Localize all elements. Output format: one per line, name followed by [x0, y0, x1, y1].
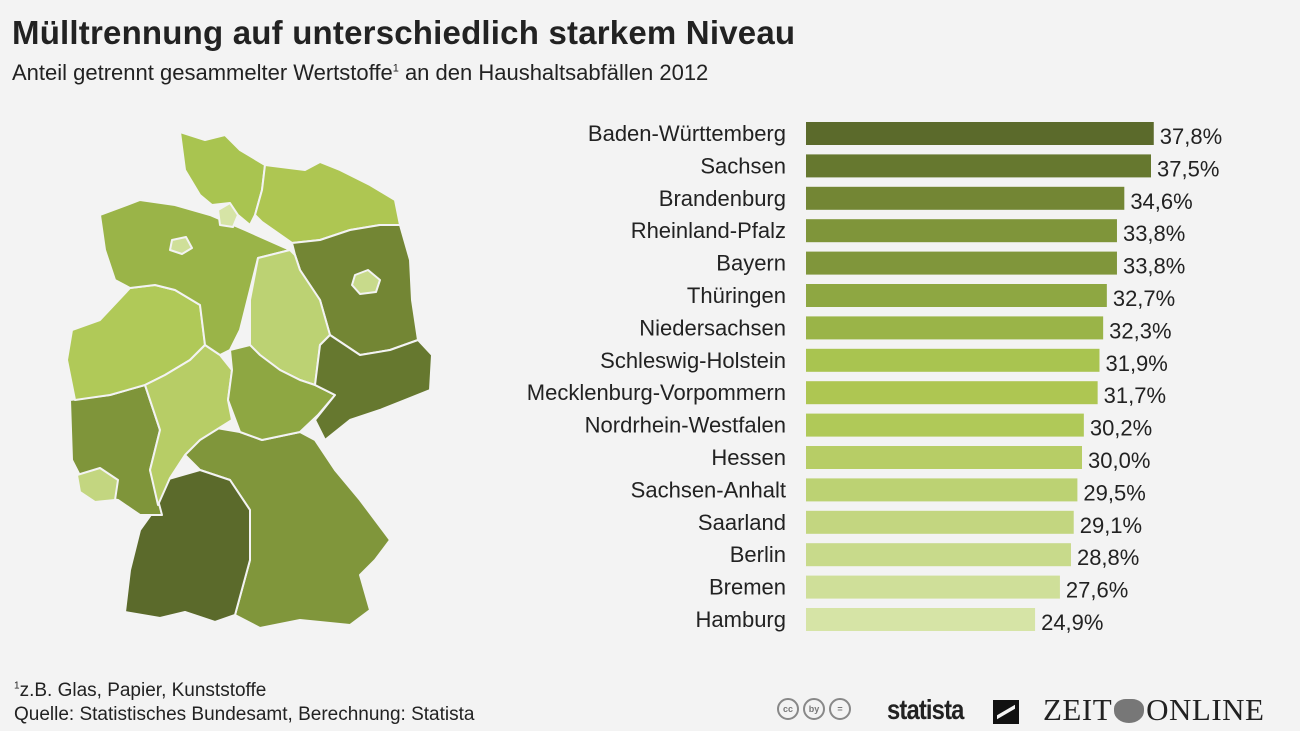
value-label: 33,8% [1123, 254, 1185, 279]
value-label: 30,2% [1090, 416, 1152, 441]
creative-commons-badge[interactable]: cc by = [777, 698, 851, 720]
category-label: Hamburg [696, 607, 786, 632]
source-text: Quelle: Statistisches Bundesamt, Berechn… [14, 704, 475, 725]
value-label: 32,7% [1113, 286, 1175, 311]
no-derivatives-icon: = [829, 698, 851, 720]
bar [806, 219, 1117, 243]
category-label: Niedersachsen [639, 315, 786, 340]
category-label: Mecklenburg-Vorpommern [527, 380, 786, 405]
value-label: 24,9% [1041, 610, 1103, 635]
subtitle-text: Anteil getrennt gesammelter Wertstoffe [12, 60, 393, 85]
value-label: 28,8% [1077, 545, 1139, 570]
category-label: Bayern [716, 251, 786, 276]
bar [806, 122, 1154, 145]
value-label: 34,6% [1130, 189, 1192, 214]
value-label: 30,0% [1088, 448, 1150, 473]
value-label: 37,5% [1157, 156, 1219, 181]
map-state-bremen [169, 236, 193, 255]
bar [806, 316, 1104, 340]
category-label: Saarland [698, 510, 786, 535]
value-label: 31,9% [1105, 351, 1167, 376]
bar [806, 381, 1098, 405]
bar [806, 446, 1082, 469]
bar [806, 575, 1060, 599]
attribution-icon: by [803, 698, 825, 720]
map-state-berlin [351, 269, 381, 295]
value-label: 29,1% [1080, 513, 1142, 538]
category-label: Bremen [709, 575, 786, 600]
category-label: Sachsen [700, 153, 786, 178]
chart-subtitle: Anteil getrennt gesammelter Wertstoffe1 … [12, 60, 708, 86]
online-logo-text: ONLINE [1146, 692, 1265, 727]
bar [806, 154, 1151, 178]
value-label: 27,6% [1066, 578, 1128, 603]
bar [806, 251, 1117, 275]
category-label: Schleswig-Holstein [600, 348, 786, 373]
category-label: Hessen [711, 445, 786, 470]
value-label: 32,3% [1109, 318, 1171, 343]
category-label: Sachsen-Anhalt [631, 477, 786, 502]
category-label: Nordrhein-Westfalen [585, 413, 786, 438]
bar [806, 543, 1071, 567]
chart-title: Mülltrennung auf unterschiedlich starkem… [12, 14, 796, 51]
map-state-sachsen [314, 334, 433, 441]
category-label: Thüringen [687, 283, 786, 308]
bar-chart: Baden-Württemberg 37,8% Sachsen 37,5% Brande… [527, 121, 1222, 635]
value-label: 31,7% [1104, 383, 1166, 408]
footnote-text: z.B. Glas, Papier, Kunststoffe [19, 680, 267, 701]
value-label: 33,8% [1123, 221, 1185, 246]
bar [806, 608, 1036, 631]
cc-icon: cc [777, 698, 799, 720]
zeit-online-logo[interactable]: ZEIT ONLINE [1043, 692, 1265, 728]
statista-logo[interactable]: statista [887, 694, 964, 725]
category-label: Berlin [730, 542, 786, 567]
subtitle-footnote-marker: 1 [392, 62, 399, 75]
footnote-marker: 1 [14, 680, 20, 692]
zeit-logo-text: ZEIT [1043, 692, 1113, 727]
bar [806, 413, 1084, 437]
value-label: 29,5% [1083, 480, 1145, 505]
footnote: 1z.B. Glas, Papier, Kunststoffe [14, 680, 266, 702]
category-label: Rheinland-Pfalz [631, 218, 786, 243]
zeit-crest-icon [1114, 699, 1145, 723]
map-state-saarland [76, 467, 119, 503]
bar [806, 348, 1100, 372]
category-label: Baden-Württemberg [588, 121, 786, 146]
subtitle-text-rest: an den Haushaltsabfällen 2012 [398, 60, 709, 85]
germany-map [66, 131, 433, 629]
category-label: Brandenburg [659, 186, 786, 211]
value-label: 37,8% [1160, 124, 1222, 149]
bar [806, 510, 1074, 534]
bar [806, 284, 1107, 307]
statista-logo-mark-icon [993, 700, 1019, 724]
bar [806, 186, 1125, 210]
bar [806, 478, 1078, 502]
map-state-schleswig-holstein [179, 131, 266, 226]
